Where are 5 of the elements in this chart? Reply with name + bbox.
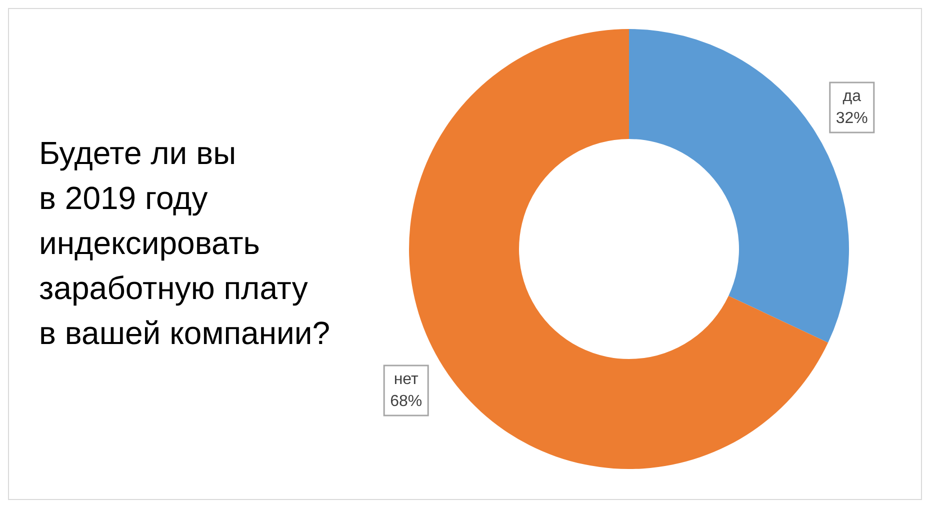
data-label: 68% — [390, 392, 422, 410]
text: Будете ли вы в 2019 году индексировать заработную плату в вашей компании? — [39, 134, 330, 353]
slice-label: нет — [394, 370, 420, 388]
data-label: 32% — [836, 110, 868, 127]
slice-label: да — [842, 88, 862, 105]
